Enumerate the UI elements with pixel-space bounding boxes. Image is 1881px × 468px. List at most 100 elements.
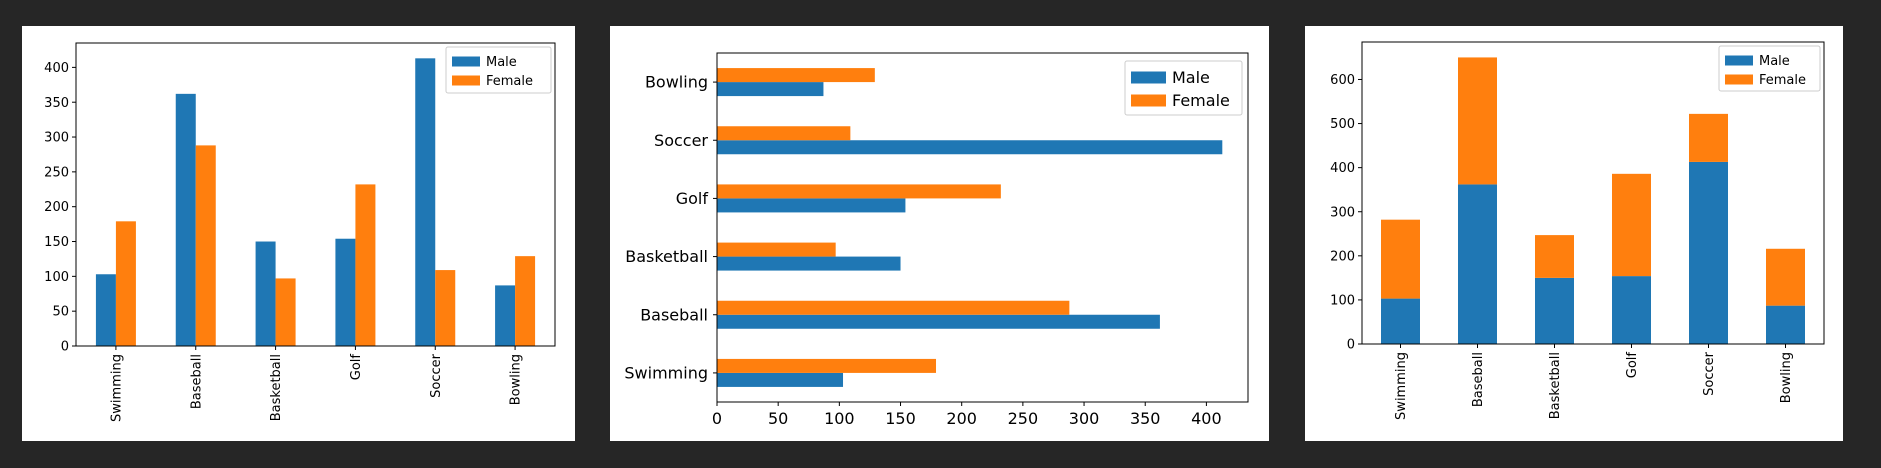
bar-male-swimming <box>95 274 116 346</box>
y-tick-label: 500 <box>1330 117 1355 132</box>
y-tick-label: 0 <box>61 340 69 355</box>
y-tick-label: 400 <box>1330 161 1355 176</box>
y-tick-label-basketball: Basketball <box>625 247 708 266</box>
y-tick-label-baseball: Baseball <box>640 305 708 324</box>
bar-female-baseball <box>195 145 216 346</box>
legend-swatch-male <box>1725 55 1753 66</box>
y-tick-label-swimming: Swimming <box>624 364 708 383</box>
bar-female-golf <box>355 184 376 346</box>
bar-female-swimming <box>1381 219 1420 299</box>
bar-female-bowling <box>717 68 875 83</box>
bar-male-golf <box>335 238 356 346</box>
bar-female-baseball <box>1458 57 1497 185</box>
bar-female-soccer <box>1689 113 1728 162</box>
x-tick-label-baseball: Baseball <box>1471 352 1486 407</box>
y-tick-label: 50 <box>52 305 69 320</box>
bar-male-bowling <box>1766 305 1805 344</box>
bar-male-bowling <box>717 82 824 97</box>
y-tick-label-golf: Golf <box>676 189 709 208</box>
bar-female-bowling <box>1766 248 1805 306</box>
plot-frame <box>1361 41 1825 345</box>
grouped-horizontal-bar-chart: Swimming Baseball Basketball Golf Soccer Bowl… <box>624 52 1249 428</box>
x-tick-label: 50 <box>768 409 788 428</box>
plot-frame <box>716 52 1249 403</box>
y-tick-label: 0 <box>1347 338 1355 353</box>
x-tick-label: 400 <box>1191 409 1222 428</box>
x-tick-label-swimming: Swimming <box>1394 352 1409 420</box>
y-tick-label: 200 <box>1330 249 1355 264</box>
bar-male-bowling <box>495 285 516 346</box>
x-tick-label-soccer: Soccer <box>1702 351 1717 395</box>
bar-female-baseball <box>717 300 1070 315</box>
bar-male-soccer <box>415 58 436 347</box>
bar-female-basketball <box>275 278 296 346</box>
bar-male-baseball <box>1458 184 1497 344</box>
bar-male-basketball <box>1535 277 1574 344</box>
y-tick-label: 200 <box>44 200 69 215</box>
x-tick-label-baseball: Baseball <box>189 354 204 409</box>
y-tick-label: 600 <box>1330 73 1355 88</box>
legend-swatch-male <box>452 56 480 67</box>
y-tick-label: 350 <box>44 96 69 111</box>
bar-female-basketball <box>1535 235 1574 278</box>
grouped-bar-chart-panel: Swimming Baseball Basketball Golf Soccer Bowl… <box>22 26 575 441</box>
y-tick-label: 100 <box>44 270 69 285</box>
legend-swatch-female <box>1131 94 1166 107</box>
x-tick-label-bowling: Bowling <box>509 354 524 405</box>
x-tick-label: 300 <box>1069 409 1100 428</box>
y-tick-label: 300 <box>44 131 69 146</box>
bar-male-swimming <box>1381 298 1420 344</box>
x-tick-label-basketball: Basketball <box>1548 352 1563 419</box>
x-tick-label-golf: Golf <box>349 354 364 381</box>
x-tick-label: 150 <box>885 409 916 428</box>
bar-male-baseball <box>175 93 196 347</box>
y-tick-label-bowling: Bowling <box>645 73 708 92</box>
bar-male-baseball <box>717 314 1160 329</box>
plot-frame <box>75 42 556 347</box>
bar-female-swimming <box>717 358 937 373</box>
x-tick-label-basketball: Basketball <box>269 354 284 421</box>
y-tick-label: 300 <box>1330 205 1355 220</box>
bar-male-basketball <box>717 256 901 271</box>
bar-female-golf <box>1612 173 1651 277</box>
legend-label-female: Female <box>486 74 533 89</box>
x-tick-label: 350 <box>1130 409 1161 428</box>
bar-female-golf <box>717 184 1001 199</box>
stacked-bar-chart-panel: Swimming Baseball Basketball Golf Soccer Bowl… <box>1305 26 1843 441</box>
grouped-vertical-bar-chart: Swimming Baseball Basketball Golf Soccer Bowl… <box>44 42 556 422</box>
x-tick-label-swimming: Swimming <box>109 354 124 422</box>
legend-swatch-female <box>452 75 480 86</box>
y-tick-label: 150 <box>44 235 69 250</box>
legend-label-male: Male <box>1759 54 1790 69</box>
x-tick-label: 250 <box>1008 409 1039 428</box>
x-tick-label: 100 <box>824 409 855 428</box>
legend-swatch-female <box>1725 74 1753 85</box>
bar-male-swimming <box>717 372 844 387</box>
legend-label-female: Female <box>1759 73 1806 88</box>
bar-male-golf <box>1612 276 1651 344</box>
x-tick-label: 0 <box>712 409 722 428</box>
x-tick-label-bowling: Bowling <box>1779 352 1794 403</box>
y-tick-label: 250 <box>44 165 69 180</box>
bar-female-swimming <box>115 221 136 346</box>
stacked-vertical-bar-chart: Swimming Baseball Basketball Golf Soccer Bowl… <box>1330 41 1825 420</box>
bar-male-basketball <box>255 241 276 346</box>
bar-male-golf <box>717 198 906 213</box>
legend-swatch-male <box>1131 71 1166 84</box>
horizontal-bar-chart-panel: Swimming Baseball Basketball Golf Soccer Bowl… <box>610 26 1269 441</box>
bar-female-soccer <box>717 126 851 141</box>
x-tick-label: 200 <box>946 409 977 428</box>
x-tick-label-soccer: Soccer <box>429 353 444 397</box>
bar-male-soccer <box>717 140 1223 155</box>
legend-label-male: Male <box>486 55 517 70</box>
bar-male-soccer <box>1689 161 1728 344</box>
y-tick-label: 400 <box>44 61 69 76</box>
bar-female-soccer <box>435 270 456 346</box>
y-tick-label-soccer: Soccer <box>654 131 708 150</box>
legend-label-male: Male <box>1172 68 1210 87</box>
y-tick-label: 100 <box>1330 293 1355 308</box>
x-tick-label-golf: Golf <box>1625 352 1640 379</box>
bar-female-bowling <box>515 256 536 346</box>
bar-female-basketball <box>717 242 836 257</box>
legend-label-female: Female <box>1172 91 1230 110</box>
